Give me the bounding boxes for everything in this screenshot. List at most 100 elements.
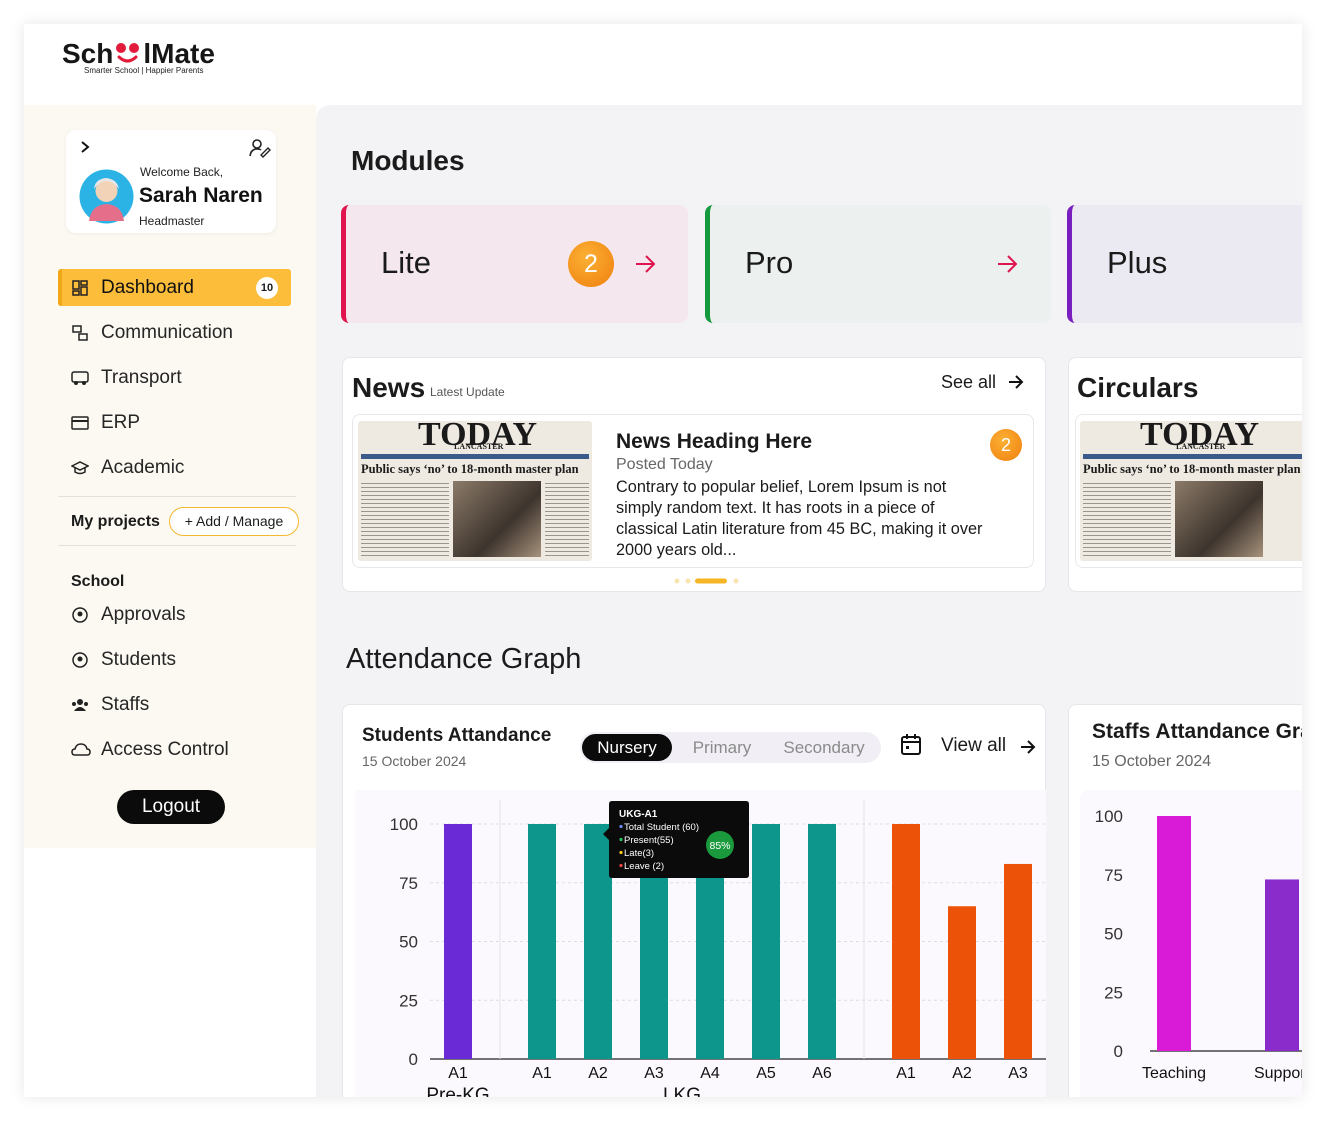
y-tick-label: 50 — [1104, 925, 1123, 944]
y-tick-label: 0 — [1114, 1042, 1123, 1061]
view-all-link[interactable]: View all — [941, 735, 1007, 756]
nav-label[interactable]: Communication — [101, 322, 233, 343]
logo-smile — [116, 43, 140, 63]
bar — [948, 906, 976, 1059]
news-heading: News Heading Here — [616, 430, 813, 453]
y-tick-label: 75 — [1104, 866, 1123, 885]
logo-tagline: Smarter School | Happier Parents — [84, 66, 204, 75]
y-tick-label: 25 — [399, 991, 418, 1010]
chart-subtitle: 15 October 2024 — [362, 753, 467, 769]
nav-icon — [71, 461, 89, 475]
user-name: Sarah Naren — [139, 184, 263, 207]
card-title: Circulars — [1077, 372, 1199, 403]
y-tick-label: 100 — [390, 815, 418, 834]
card-title: News — [352, 372, 426, 403]
bar — [444, 824, 472, 1059]
tab[interactable]: Secondary — [783, 738, 865, 757]
arrow-icon — [1009, 375, 1024, 389]
image-city: LANCASTER — [1176, 442, 1226, 451]
logo[interactable]: Sch lMate — [62, 38, 215, 70]
section-title: Attendance Graph — [346, 643, 582, 675]
logo-text: Sch — [62, 38, 114, 69]
nav-label[interactable]: Staffs — [101, 694, 150, 715]
tooltip-badge — [706, 831, 734, 859]
divider — [58, 496, 296, 497]
circular-item[interactable] — [1075, 414, 1302, 568]
edit-profile-icon[interactable] — [249, 138, 271, 158]
module-card[interactable]: Plus — [1067, 205, 1302, 323]
nav-label[interactable]: Students — [101, 649, 176, 670]
expand-icon[interactable] — [78, 140, 92, 154]
x-tick-label: A2 — [588, 1065, 608, 1082]
bar — [808, 824, 836, 1059]
image-masthead: TODAY — [1140, 421, 1260, 453]
tooltip-bullet — [619, 824, 623, 829]
x-tick-label: A2 — [952, 1065, 972, 1082]
news-item[interactable] — [352, 414, 1034, 568]
nav-label[interactable]: Transport — [101, 367, 182, 388]
bar — [528, 824, 556, 1059]
tooltip-bullet — [619, 837, 623, 842]
nav-icon — [71, 416, 89, 430]
group-label: Pre-KG — [426, 1085, 489, 1097]
x-tick-label: A1 — [448, 1065, 468, 1082]
nav-item-active[interactable] — [58, 269, 291, 306]
group-label: LKG — [663, 1085, 701, 1097]
nav-icon — [72, 280, 88, 296]
news-date: Posted Today — [616, 456, 713, 473]
nav-label[interactable]: Approvals — [101, 604, 186, 625]
image-band — [1083, 454, 1302, 459]
image-photo — [1175, 481, 1263, 557]
circulars-card: Circulars TODAY LANCASTER Public says ‘n… — [1068, 357, 1302, 592]
add-manage-button[interactable]: + Add / Manage — [169, 507, 299, 536]
avatar — [79, 169, 134, 224]
bar — [1004, 863, 1032, 1059]
nav-label[interactable]: Access Control — [101, 739, 229, 760]
image-columns — [1083, 483, 1171, 557]
module-card[interactable]: Lite 2 — [341, 205, 688, 323]
tooltip-line: Leave (2) — [624, 861, 664, 872]
logout-button[interactable]: Logout — [117, 790, 225, 824]
arrow-icon — [636, 255, 656, 273]
welcome-text: Welcome Back, — [140, 165, 224, 179]
chart-title: Staffs Attandance Graph — [1092, 720, 1302, 743]
see-all-link[interactable]: See all — [941, 372, 997, 392]
x-tick-label: A3 — [644, 1065, 664, 1082]
tooltip-box — [603, 801, 749, 878]
logo-text: lMate — [143, 38, 215, 69]
tab[interactable]: Primary — [692, 738, 752, 757]
module-badge: 2 — [568, 241, 614, 287]
tooltip-bullet — [619, 863, 623, 868]
nav-label[interactable]: Dashboard — [101, 277, 194, 298]
staffs-chart: 0 25 50 75 100 Teaching Support — [1080, 790, 1302, 1097]
circular-image: TODAY LANCASTER Public says ‘no’ to 18-m… — [1080, 421, 1302, 561]
news-card: News Latest Update See all TODAY LANCAST… — [342, 357, 1046, 592]
y-tick-label: 100 — [1095, 807, 1123, 826]
nav-label[interactable]: ERP — [101, 412, 141, 433]
tab-bar: Nursery Primary Secondary — [580, 732, 881, 763]
students-chart: 0 25 50 75 100 A1 Pre-KG A1 A2 A3 A4 A5 A6 LKG A1 A2 A3 U… — [355, 790, 1046, 1097]
y-tick-label: 25 — [1104, 983, 1123, 1002]
tooltip-line: Present(55) — [624, 835, 674, 846]
tab[interactable]: Nursery — [582, 734, 672, 761]
bar — [1265, 879, 1299, 1051]
carousel-dots[interactable] — [673, 577, 743, 585]
image-masthead: TODAY — [418, 421, 538, 453]
x-tick-label: A5 — [756, 1065, 776, 1082]
tooltip-line: Late(3) — [624, 848, 654, 859]
module-label: Lite — [381, 245, 431, 280]
y-tick-label: 50 — [399, 933, 418, 952]
news-badge: 2 — [990, 429, 1022, 461]
calendar-icon[interactable] — [900, 733, 922, 757]
section-title: School — [71, 573, 125, 590]
x-tick-label: A4 — [700, 1065, 720, 1082]
nav-icon — [72, 652, 88, 668]
card-subtitle: Latest Update — [430, 385, 505, 399]
x-tick-label: A3 — [1008, 1065, 1028, 1082]
image-photo — [453, 481, 541, 557]
module-label: Pro — [745, 245, 794, 280]
image-band — [361, 454, 589, 459]
nav-label[interactable]: Academic — [101, 457, 185, 478]
module-card[interactable]: Pro — [705, 205, 1051, 323]
